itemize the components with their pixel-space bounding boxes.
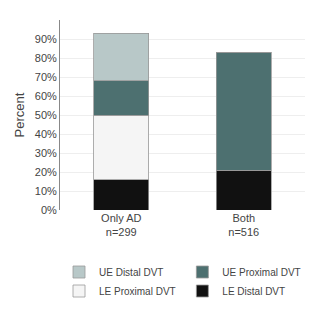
svg-text:Only ADn=299: Only ADn=299 (101, 212, 141, 238)
svg-text:0%: 0% (41, 204, 57, 216)
svg-text:Bothn=516: Bothn=516 (228, 212, 259, 238)
svg-text:UE Proximal DVT: UE Proximal DVT (222, 267, 300, 278)
svg-text:LE Distal DVT: LE Distal DVT (222, 286, 285, 297)
svg-text:Percent: Percent (12, 92, 27, 137)
svg-text:20%: 20% (35, 166, 57, 178)
svg-text:40%: 40% (35, 128, 57, 140)
svg-text:60%: 60% (35, 90, 57, 102)
svg-text:30%: 30% (35, 147, 57, 159)
svg-text:80%: 80% (35, 52, 57, 64)
svg-text:90%: 90% (35, 33, 57, 45)
svg-text:70%: 70% (35, 71, 57, 83)
svg-text:UE Distal DVT: UE Distal DVT (99, 267, 163, 278)
svg-text:10%: 10% (35, 185, 57, 197)
svg-text:50%: 50% (35, 109, 57, 121)
svg-text:LE Proximal DVT: LE Proximal DVT (99, 286, 176, 297)
